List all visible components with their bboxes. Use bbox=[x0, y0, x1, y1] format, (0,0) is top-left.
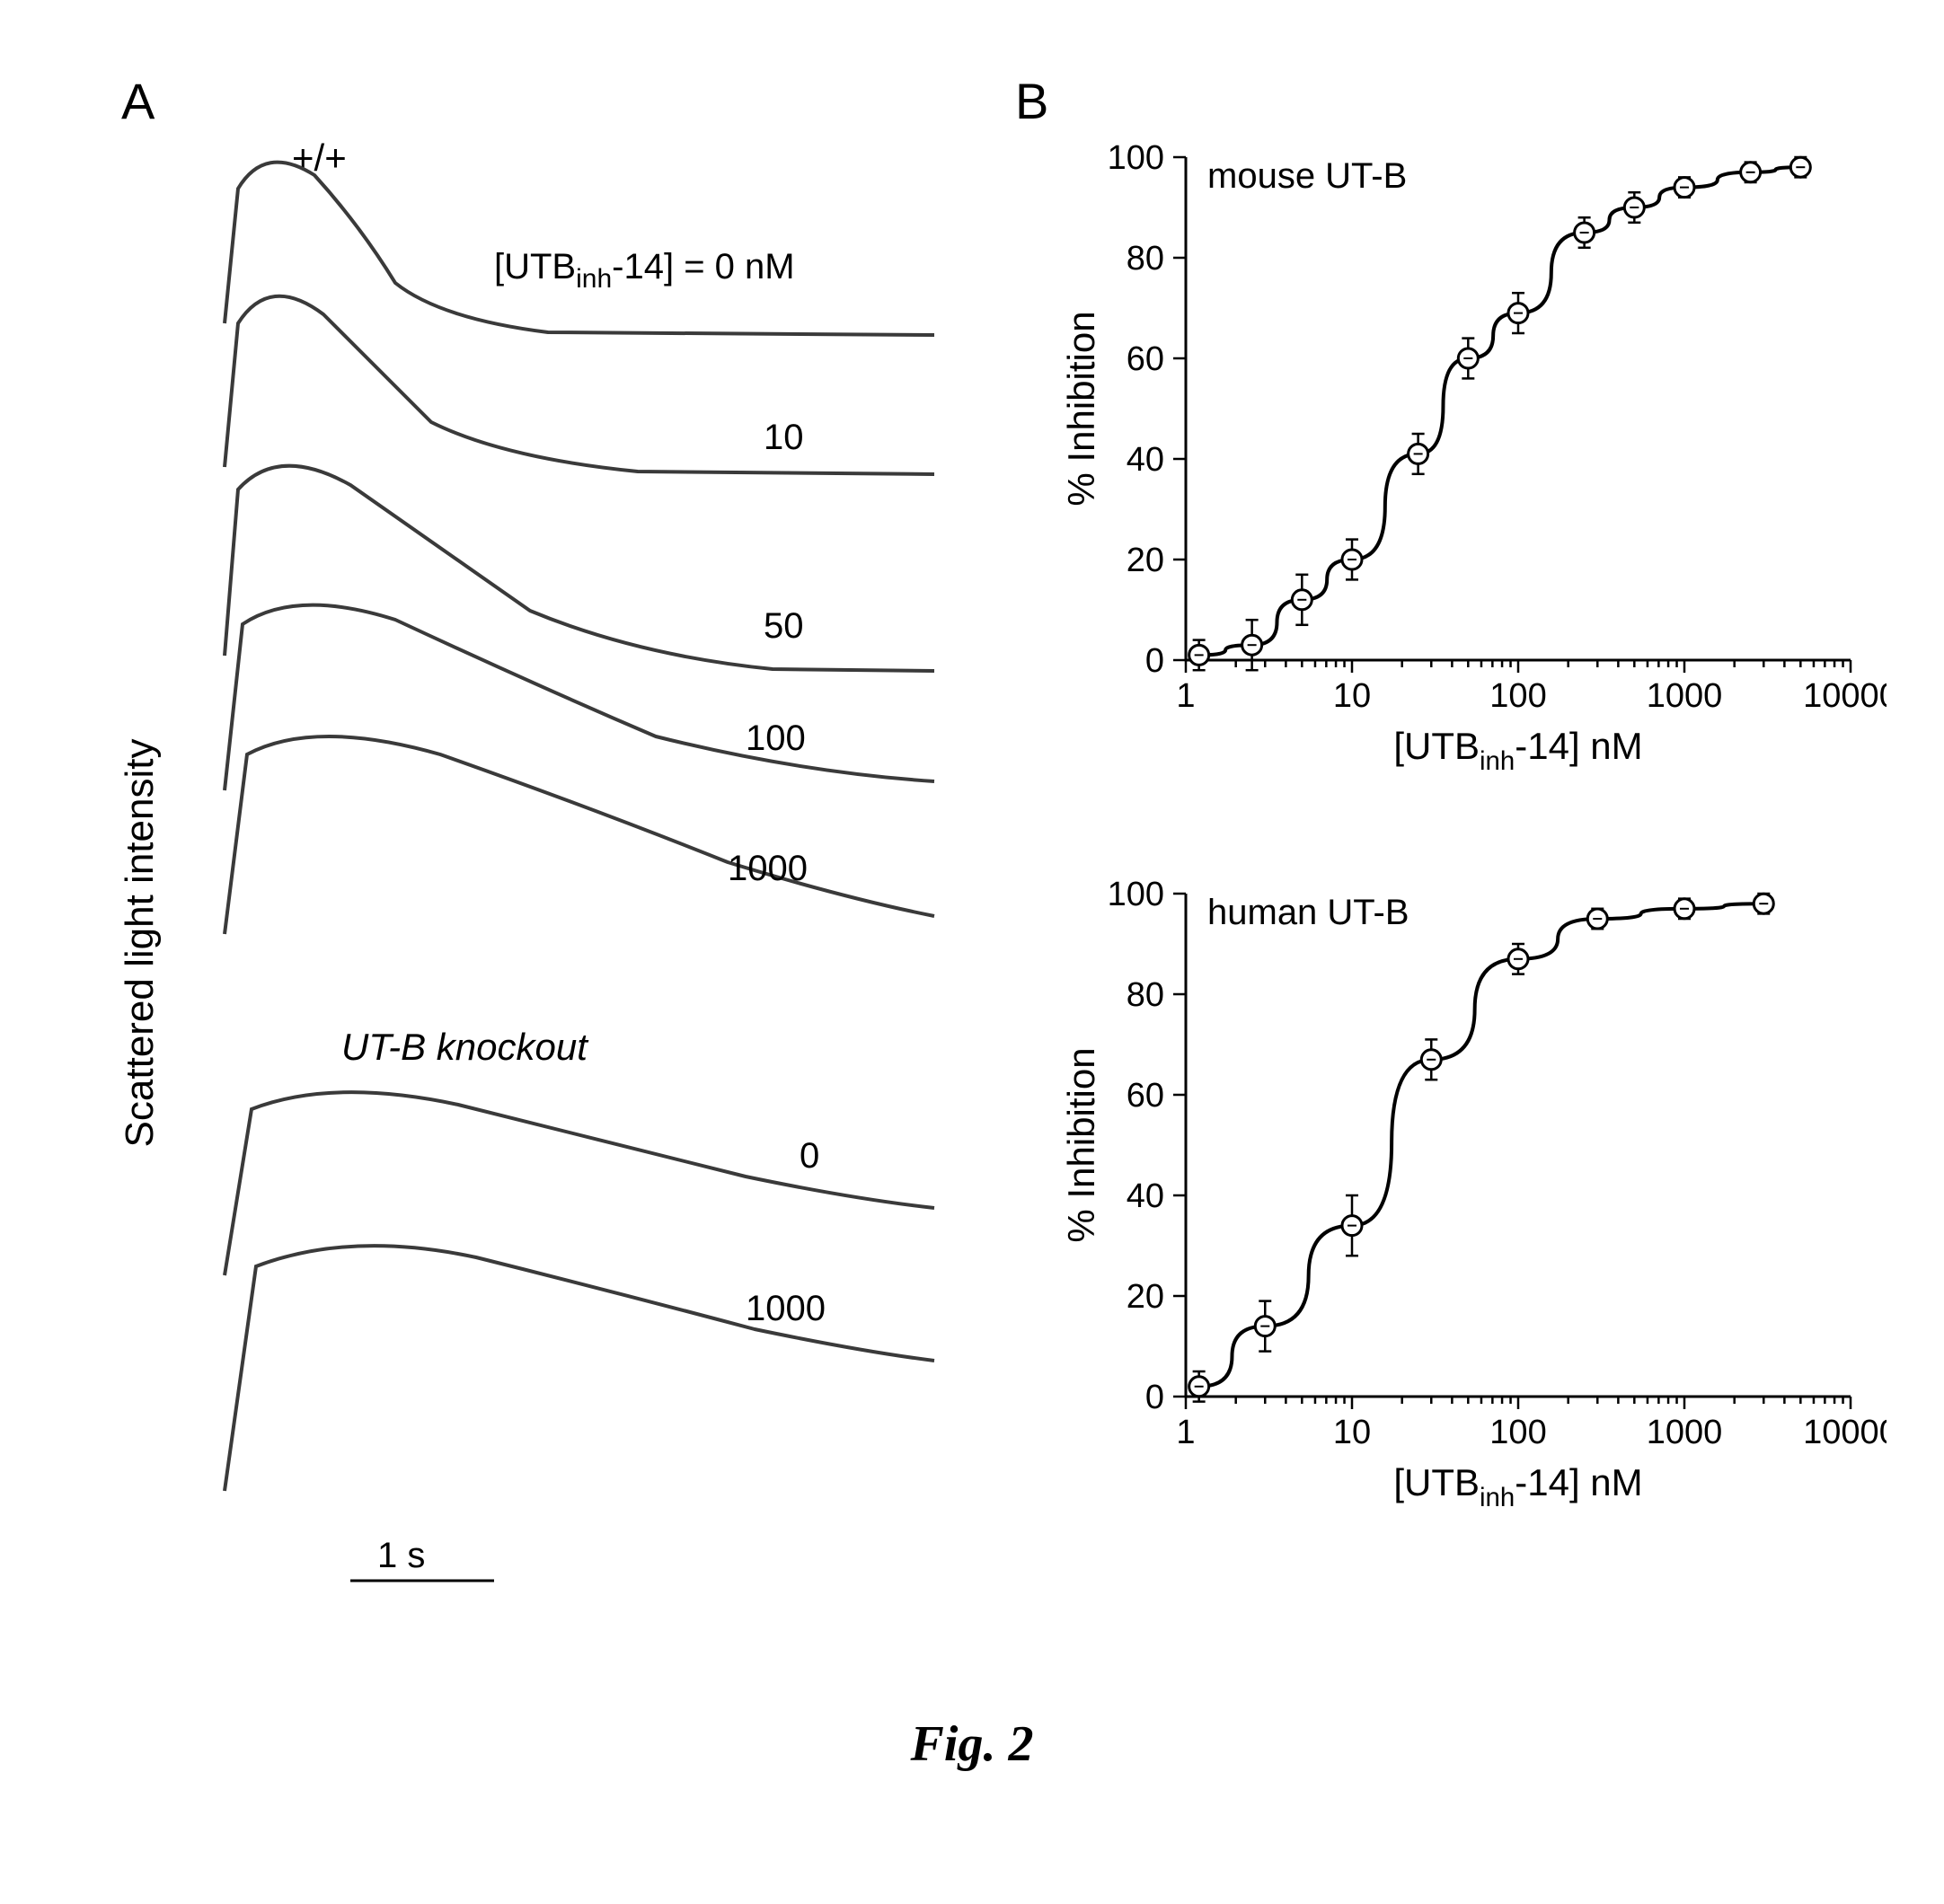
trace-label-10: 10 bbox=[764, 418, 804, 457]
chart-human-utb: 0 20 40 60 80 100 1 10 100 1000 10000 human UT-B % I… bbox=[1060, 844, 1887, 1545]
svg-text:80: 80 bbox=[1127, 240, 1164, 278]
svg-text:40: 40 bbox=[1127, 441, 1164, 479]
trace-wt-50 bbox=[225, 466, 934, 671]
svg-text:1: 1 bbox=[1176, 1414, 1195, 1451]
knockout-label: UT-B knockout bbox=[341, 1026, 589, 1068]
panel-b-label: B bbox=[1015, 72, 1048, 130]
svg-text:10: 10 bbox=[1333, 1414, 1371, 1451]
svg-text:100: 100 bbox=[1108, 876, 1164, 913]
trace-label-100: 100 bbox=[746, 718, 806, 758]
scalebar-label: 1 s bbox=[377, 1536, 425, 1575]
trace-wt-0 bbox=[225, 163, 934, 335]
trace-label-0: [UTBinh-14] = 0 nM bbox=[494, 247, 795, 294]
svg-text:40: 40 bbox=[1127, 1177, 1164, 1215]
svg-text:% Inhibition: % Inhibition bbox=[1060, 1047, 1102, 1242]
svg-text:100: 100 bbox=[1108, 139, 1164, 177]
svg-text:60: 60 bbox=[1127, 340, 1164, 378]
svg-text:10: 10 bbox=[1333, 677, 1371, 715]
trace-label-50: 50 bbox=[764, 606, 804, 646]
svg-text:80: 80 bbox=[1127, 976, 1164, 1014]
svg-text:10000: 10000 bbox=[1803, 677, 1887, 715]
figure-caption: Fig. 2 bbox=[911, 1715, 1034, 1904]
trace-wt-10 bbox=[225, 296, 934, 474]
svg-text:20: 20 bbox=[1127, 542, 1164, 579]
svg-text:20: 20 bbox=[1127, 1278, 1164, 1316]
svg-text:60: 60 bbox=[1127, 1077, 1164, 1115]
trace-label-1000: 1000 bbox=[728, 849, 808, 888]
trace-label-ko-0: 0 bbox=[800, 1136, 819, 1176]
trace-wt-1000 bbox=[225, 736, 934, 934]
svg-text:10000: 10000 bbox=[1803, 1414, 1887, 1451]
trace-label-ko-1000: 1000 bbox=[746, 1289, 826, 1328]
svg-text:[UTBinh-14] nM: [UTBinh-14] nM bbox=[1393, 1461, 1642, 1512]
svg-text:human UT-B: human UT-B bbox=[1207, 893, 1409, 932]
svg-text:mouse UT-B: mouse UT-B bbox=[1207, 156, 1407, 196]
svg-text:% Inhibition: % Inhibition bbox=[1060, 311, 1102, 506]
svg-text:[UTBinh-14] nM: [UTBinh-14] nM bbox=[1393, 725, 1642, 776]
svg-text:1: 1 bbox=[1176, 677, 1195, 715]
svg-text:1000: 1000 bbox=[1647, 677, 1723, 715]
figure-2: A B Scattered light intensity +/+ [UTBin… bbox=[54, 54, 1890, 1850]
svg-text:0: 0 bbox=[1145, 642, 1164, 680]
svg-text:0: 0 bbox=[1145, 1379, 1164, 1416]
svg-text:100: 100 bbox=[1489, 677, 1546, 715]
wt-annotation: +/+ bbox=[292, 137, 347, 179]
panel-a-y-label: Scattered light intensity bbox=[118, 739, 162, 1148]
chart-mouse-utb: 0 20 40 60 80 100 1 10 100 1000 10000 mouse UT-B % I… bbox=[1060, 108, 1887, 808]
svg-text:1000: 1000 bbox=[1647, 1414, 1723, 1451]
trace-ko-1000 bbox=[225, 1246, 934, 1491]
trace-wt-100 bbox=[225, 605, 934, 790]
panel-a-traces: Scattered light intensity +/+ [UTBinh-14… bbox=[99, 90, 997, 1706]
svg-text:100: 100 bbox=[1489, 1414, 1546, 1451]
